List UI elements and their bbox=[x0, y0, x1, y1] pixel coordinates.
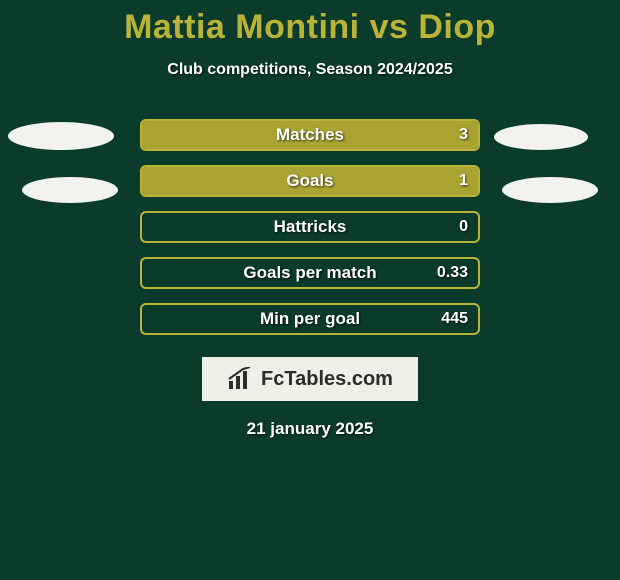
stat-label: Min per goal bbox=[142, 305, 478, 333]
bar-chart-icon bbox=[227, 367, 255, 391]
stat-bar: Goals1 bbox=[140, 165, 480, 197]
decorative-ellipse bbox=[494, 124, 588, 150]
stat-bar: Goals per match0.33 bbox=[140, 257, 480, 289]
comparison-chart: Matches3Goals1Hattricks0Goals per match0… bbox=[0, 119, 620, 335]
stat-value: 0.33 bbox=[437, 259, 468, 287]
stat-bar-fill bbox=[142, 167, 478, 195]
stat-value: 1 bbox=[459, 167, 468, 195]
date-text: 21 january 2025 bbox=[247, 419, 374, 439]
page-title: Mattia Montini vs Diop bbox=[124, 8, 496, 47]
stat-label: Hattricks bbox=[142, 213, 478, 241]
stat-value: 0 bbox=[459, 213, 468, 241]
logo-text: FcTables.com bbox=[261, 368, 393, 391]
stat-row: Hattricks0 bbox=[0, 211, 620, 243]
stat-row: Min per goal445 bbox=[0, 303, 620, 335]
decorative-ellipse bbox=[502, 177, 598, 203]
stat-label: Goals per match bbox=[142, 259, 478, 287]
stat-bar-fill bbox=[142, 121, 478, 149]
stat-value: 3 bbox=[459, 121, 468, 149]
fctables-logo[interactable]: FcTables.com bbox=[202, 357, 418, 401]
content-wrapper: Mattia Montini vs Diop Club competitions… bbox=[0, 0, 620, 580]
page-subtitle: Club competitions, Season 2024/2025 bbox=[167, 61, 452, 79]
decorative-ellipse bbox=[8, 122, 114, 150]
stat-bar: Min per goal445 bbox=[140, 303, 480, 335]
stat-row: Goals per match0.33 bbox=[0, 257, 620, 289]
stat-bar: Matches3 bbox=[140, 119, 480, 151]
stat-value: 445 bbox=[441, 305, 468, 333]
stat-bar: Hattricks0 bbox=[140, 211, 480, 243]
decorative-ellipse bbox=[22, 177, 118, 203]
